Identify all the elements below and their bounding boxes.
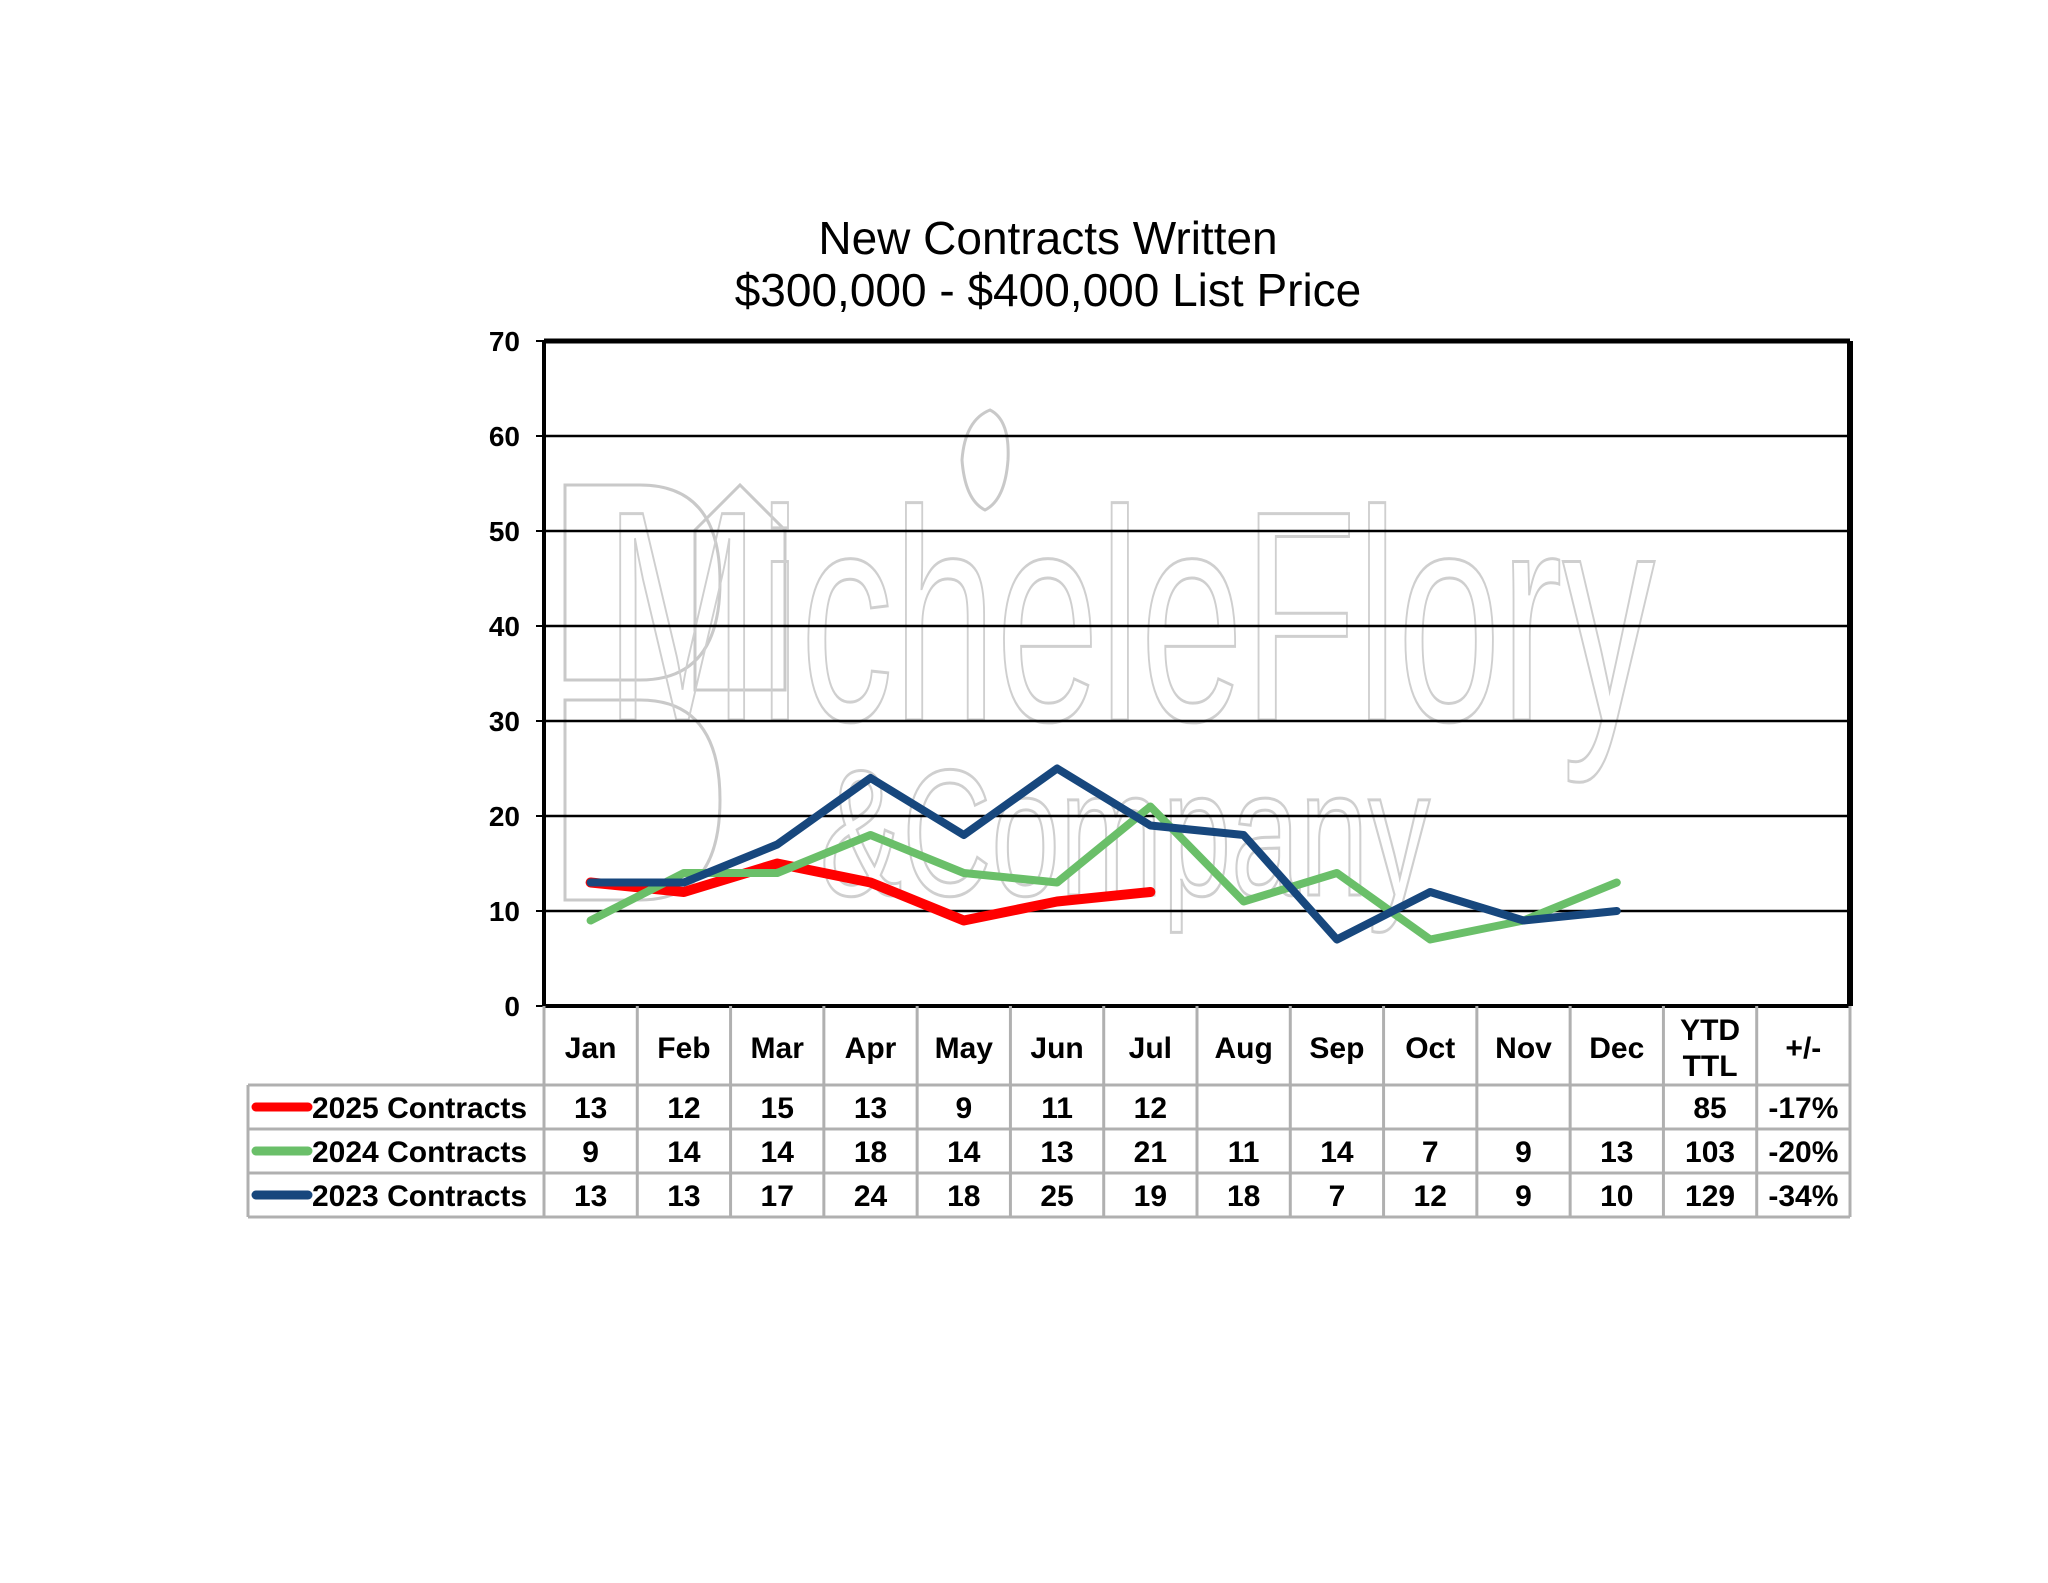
data-cell: 13 [1600, 1136, 1633, 1169]
data-cell: 15 [761, 1092, 794, 1125]
x-category-label: Mar [751, 1032, 805, 1065]
data-cell: 7 [1422, 1136, 1439, 1169]
series-line-2023 [586, 764, 1621, 944]
x-category-label: Apr [845, 1032, 897, 1065]
x-category-label: Nov [1495, 1032, 1552, 1065]
y-tick-label: 50 [489, 516, 520, 547]
x-category-label: Dec [1589, 1032, 1644, 1065]
data-cell: 14 [667, 1136, 701, 1169]
data-cell: 14 [947, 1136, 981, 1169]
data-cell: 9 [582, 1136, 599, 1169]
data-cell: 13 [1040, 1136, 1073, 1169]
legend-label: 2024 Contracts [312, 1136, 527, 1169]
data-cell: 13 [667, 1180, 700, 1213]
y-tick-label: 10 [489, 896, 520, 927]
legend-label: 2025 Contracts [312, 1092, 527, 1125]
series-line-2025 [585, 858, 1156, 926]
data-cell: 9 [1515, 1180, 1532, 1213]
data-cell: 13 [574, 1092, 607, 1125]
y-tick-label: 60 [489, 421, 520, 452]
data-cell: 10 [1600, 1180, 1633, 1213]
data-cell: 24 [854, 1180, 888, 1213]
data-cell: 9 [1515, 1136, 1532, 1169]
data-cell: 19 [1134, 1180, 1167, 1213]
y-tick-label: 20 [489, 801, 520, 832]
data-cell: 18 [1227, 1180, 1260, 1213]
x-category-label: Oct [1405, 1032, 1455, 1065]
ytd-cell: 103 [1685, 1136, 1735, 1169]
ytd-header: TTL [1683, 1050, 1738, 1083]
x-category-label: Jul [1129, 1032, 1172, 1065]
data-cell: 17 [761, 1180, 794, 1213]
data-cell: 7 [1329, 1180, 1346, 1213]
change-cell: -20% [1768, 1136, 1838, 1169]
data-cell: 11 [1041, 1092, 1073, 1125]
change-header: +/- [1785, 1032, 1821, 1065]
data-cell: 12 [667, 1092, 700, 1125]
ytd-cell: 129 [1685, 1180, 1735, 1213]
data-cell: 11 [1228, 1136, 1260, 1169]
y-tick-label: 30 [489, 706, 520, 737]
x-category-label: Jan [565, 1032, 617, 1065]
data-cell: 13 [574, 1180, 607, 1213]
data-cell: 25 [1040, 1180, 1073, 1213]
data-cell: 18 [947, 1180, 980, 1213]
data-cell: 21 [1134, 1136, 1167, 1169]
chart-subtitle: $300,000 - $400,000 List Price [735, 264, 1362, 316]
data-cell: 12 [1134, 1092, 1167, 1125]
change-cell: -34% [1768, 1180, 1838, 1213]
x-category-label: Aug [1214, 1032, 1272, 1065]
change-cell: -17% [1768, 1092, 1838, 1125]
watermark-logo: MicheleFlory &Company [563, 408, 1657, 936]
ytd-cell: 85 [1693, 1092, 1726, 1125]
ytd-header: YTD [1680, 1014, 1740, 1047]
series-line-2024 [586, 802, 1621, 944]
data-cell: 12 [1414, 1180, 1447, 1213]
x-category-label: Feb [657, 1032, 710, 1065]
data-cell: 9 [955, 1092, 972, 1125]
y-tick-label: 70 [489, 326, 520, 357]
data-cell: 14 [761, 1136, 795, 1169]
x-category-label: May [935, 1032, 994, 1065]
data-cell: 14 [1320, 1136, 1354, 1169]
x-category-label: Jun [1030, 1032, 1083, 1065]
y-tick-label: 0 [504, 991, 520, 1022]
y-tick-label: 40 [489, 611, 520, 642]
x-category-label: Sep [1309, 1032, 1364, 1065]
data-cell: 13 [854, 1092, 887, 1125]
data-cell: 18 [854, 1136, 887, 1169]
chart-title: New Contracts Written [818, 212, 1277, 264]
legend-label: 2023 Contracts [312, 1180, 527, 1213]
watermark-brand: MicheleFlory [605, 448, 1655, 786]
